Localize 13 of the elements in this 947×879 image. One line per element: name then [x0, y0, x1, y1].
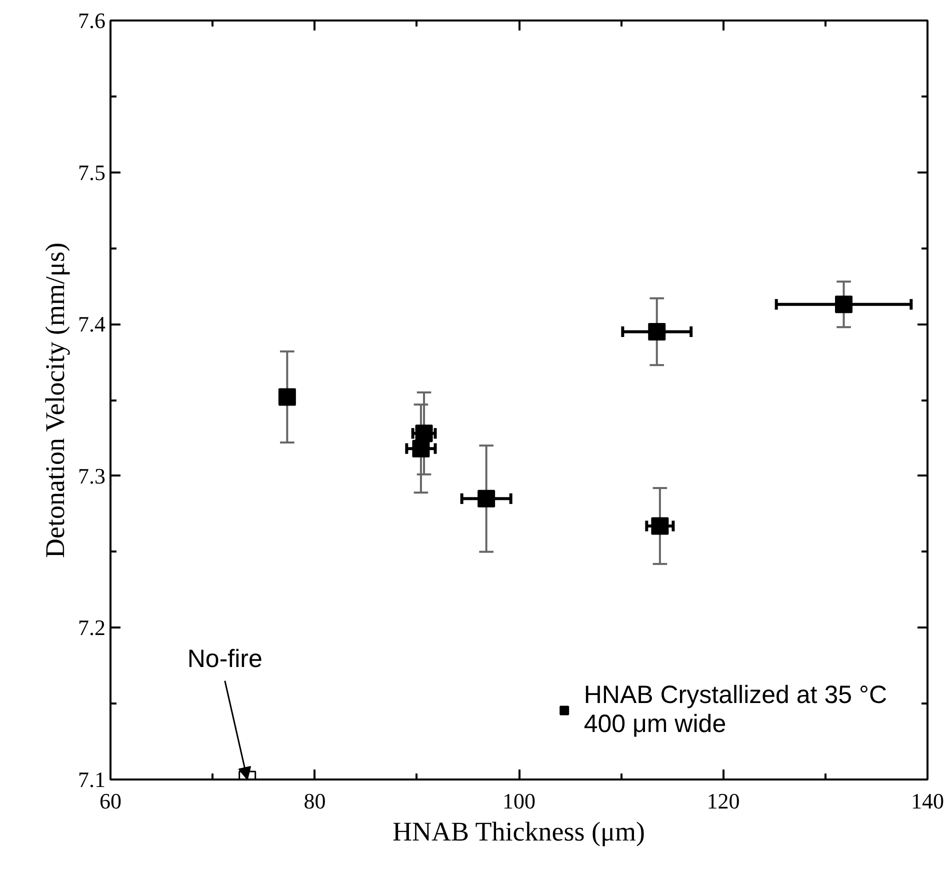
legend-label: HNAB Crystallized at 35 °C 400 μm wide [584, 681, 887, 739]
x-tick-label: 100 [502, 788, 536, 814]
y-tick-label: 7.3 [78, 463, 106, 488]
y-tick-label: 7.6 [78, 8, 106, 33]
annotation: No-fire [187, 645, 262, 674]
y-axis-title: Detonation Velocity (mm/μs) [40, 242, 70, 558]
x-tick-label: 120 [706, 788, 740, 814]
y-tick-label: 7.4 [78, 312, 106, 337]
x-tick-label: 140 [911, 788, 944, 814]
y-tick-label: 7.2 [78, 615, 106, 640]
x-tick-label: 80 [304, 788, 326, 814]
x-axis-title: HNAB Thickness (μm) [392, 816, 645, 846]
y-tick-label: 7.5 [78, 160, 106, 185]
